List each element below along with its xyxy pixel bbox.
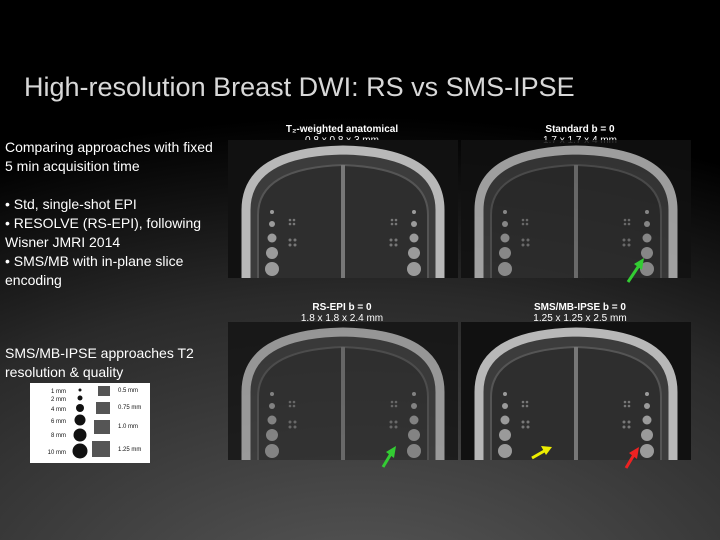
caption: RS-EPI b = 0 1.8 x 1.8 x 2.4 mm xyxy=(227,302,457,324)
caption: SMS/MB-IPSE b = 0 1.25 x 1.25 x 2.5 mm xyxy=(465,302,695,324)
key-label: 8 mm xyxy=(51,433,66,439)
bullet-list: • Std, single-shot EPI • RESOLVE (RS-EPI… xyxy=(5,195,220,290)
key-label: 1 mm xyxy=(51,389,66,395)
bullet: • RESOLVE (RS-EPI), following Wisner JMR… xyxy=(5,215,202,250)
panel-resolution: 1.8 x 1.8 x 2.4 mm xyxy=(300,313,384,324)
mri-image xyxy=(228,322,458,460)
bullet: • SMS/MB with in-plane slice encoding xyxy=(5,253,184,288)
panel-label: Standard b = 0 xyxy=(545,124,615,135)
panel-label: RS-EPI b = 0 xyxy=(312,302,372,313)
key-label: 1.0 mm xyxy=(118,424,138,430)
key-label: 2 mm xyxy=(51,397,66,403)
phantom-key: 1 mm 2 mm 4 mm 6 mm 8 mm 10 mm 0.5 mm 0.… xyxy=(30,383,150,463)
panel-label: SMS/MB-IPSE b = 0 xyxy=(534,302,626,313)
panel-resolution: 1.25 x 1.25 x 2.5 mm xyxy=(533,313,627,324)
key-label: 0.75 mm xyxy=(118,405,141,411)
slide-title: High-resolution Breast DWI: RS vs SMS-IP… xyxy=(24,72,575,102)
mri-image xyxy=(461,140,691,278)
key-label: 10 mm xyxy=(48,450,66,456)
key-label: 1.25 mm xyxy=(118,447,141,453)
intro-text: Comparing approaches with fixed 5 min ac… xyxy=(5,139,213,174)
arrows xyxy=(381,258,644,469)
conclusion-text: SMS/MB-IPSE approaches T2 resolution & q… xyxy=(5,345,194,380)
key-label: 0.5 mm xyxy=(118,388,138,394)
bullet: • Std, single-shot EPI xyxy=(5,196,137,212)
panel-label: T₂-weighted anatomical xyxy=(285,124,399,135)
mri-image xyxy=(461,322,691,460)
key-label: 6 mm xyxy=(51,419,66,425)
key-label: 4 mm xyxy=(51,407,66,413)
mri-image xyxy=(228,140,458,278)
